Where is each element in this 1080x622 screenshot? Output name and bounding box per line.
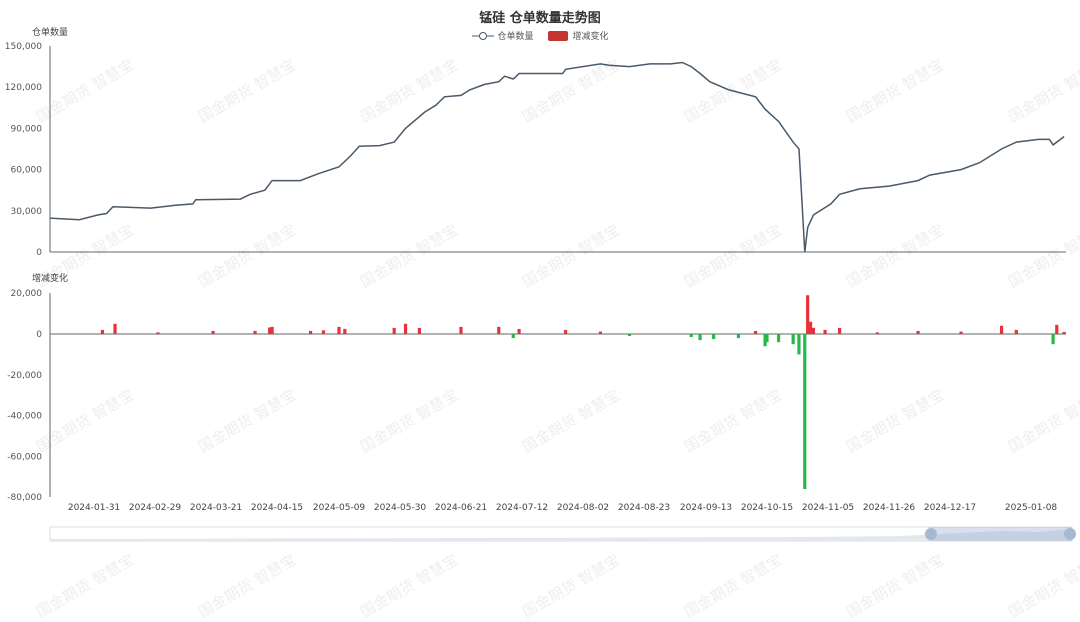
watermark: 国金期货 智慧宝 bbox=[195, 550, 300, 622]
x-tick-label: 2024-03-21 bbox=[190, 503, 242, 513]
bar bbox=[321, 330, 326, 334]
y-tick-label: 20,000 bbox=[11, 289, 43, 299]
bar bbox=[563, 329, 568, 334]
bar bbox=[497, 326, 501, 334]
bar bbox=[765, 334, 769, 343]
y-tick-label: 60,000 bbox=[11, 166, 43, 176]
bar bbox=[113, 323, 117, 334]
y-tick-label: 90,000 bbox=[11, 124, 43, 134]
bar bbox=[308, 330, 313, 334]
bar bbox=[392, 327, 396, 334]
bar bbox=[803, 334, 807, 490]
bar bbox=[959, 331, 963, 334]
y-tick-label: -40,000 bbox=[7, 412, 42, 422]
bar bbox=[511, 334, 515, 339]
bar bbox=[211, 330, 215, 334]
watermark: 国金期货 智慧宝 bbox=[1005, 550, 1080, 622]
bar bbox=[403, 323, 408, 334]
watermark: 国金期货 智慧宝 bbox=[519, 550, 624, 622]
y-tick-label: -80,000 bbox=[7, 493, 42, 503]
bar bbox=[999, 325, 1004, 334]
watermark: 国金期货 智慧宝 bbox=[843, 550, 948, 622]
bar bbox=[337, 326, 341, 334]
bar bbox=[156, 332, 160, 334]
x-tick-label: 2024-12-17 bbox=[924, 503, 976, 513]
x-tick-label: 2024-07-12 bbox=[496, 503, 548, 513]
legend: 仓单数量 增减变化 bbox=[0, 29, 1080, 44]
legend-item-bar[interactable]: 增减变化 bbox=[548, 29, 608, 42]
bar bbox=[791, 334, 795, 345]
legend-label: 仓单数量 bbox=[497, 32, 534, 42]
y-tick-label: 150,000 bbox=[5, 42, 42, 52]
x-tick-label: 2024-06-21 bbox=[435, 503, 487, 513]
chart-canvas: 0 30,000 60,000 90,000 120,000 150,000 仓单数量 -80… bbox=[5, 26, 1076, 542]
y-axis-title: 增减变化 bbox=[32, 272, 68, 284]
bar bbox=[1062, 331, 1066, 334]
y-tick-label: -60,000 bbox=[7, 452, 42, 462]
bar bbox=[689, 334, 693, 338]
x-tick-label: 2024-11-05 bbox=[802, 503, 854, 513]
legend-label: 增减变化 bbox=[572, 32, 609, 42]
y-tick-label: -20,000 bbox=[7, 371, 42, 381]
bar bbox=[517, 328, 521, 334]
bar bbox=[1051, 334, 1055, 345]
x-tick-label: 2025-01-08 bbox=[1005, 503, 1058, 513]
x-tick-label: 2024-01-31 bbox=[68, 503, 120, 513]
datazoom-preview bbox=[50, 529, 1072, 541]
y-tick-label: 0 bbox=[36, 248, 42, 258]
x-tick-label: 2024-10-15 bbox=[741, 503, 793, 513]
bar bbox=[763, 334, 767, 347]
bar bbox=[838, 327, 842, 334]
bar bbox=[777, 334, 781, 343]
watermark: 国金期货 智慧宝 bbox=[357, 550, 462, 622]
bar bbox=[1055, 324, 1059, 334]
y-tick-label: 30,000 bbox=[11, 207, 43, 217]
bar bbox=[270, 326, 274, 334]
x-tick-label: 2024-02-29 bbox=[129, 503, 182, 513]
x-tick-label: 2024-11-26 bbox=[863, 503, 916, 513]
bar bbox=[698, 334, 702, 341]
line-legend-icon bbox=[471, 31, 494, 40]
datazoom-selection[interactable] bbox=[928, 527, 1072, 541]
legend-item-line[interactable]: 仓单数量 bbox=[471, 29, 534, 42]
bar bbox=[753, 330, 758, 334]
x-tick-label: 2024-08-23 bbox=[618, 503, 670, 513]
bar bbox=[808, 321, 813, 334]
x-tick-label: 2024-09-13 bbox=[680, 503, 732, 513]
bar bbox=[459, 326, 463, 334]
bar bbox=[417, 327, 422, 334]
bar bbox=[916, 330, 920, 334]
series-line bbox=[49, 61, 1065, 253]
bar bbox=[823, 329, 827, 334]
bar bbox=[627, 334, 632, 337]
x-tick-label: 2024-04-15 bbox=[251, 503, 303, 513]
y-tick-label: 0 bbox=[36, 330, 42, 340]
bar bbox=[343, 328, 347, 334]
watermark: 国金期货 智慧宝 bbox=[33, 550, 138, 622]
datazoom-handle[interactable] bbox=[924, 528, 937, 540]
bar bbox=[268, 327, 272, 334]
bar bbox=[598, 331, 603, 334]
bar bbox=[811, 327, 816, 334]
bar bbox=[253, 330, 257, 334]
bar bbox=[797, 334, 801, 355]
bar-legend-icon bbox=[548, 30, 569, 41]
y-axis-title: 仓单数量 bbox=[32, 26, 68, 38]
datazoom-handle[interactable] bbox=[1064, 528, 1076, 540]
bar bbox=[712, 334, 716, 340]
bar bbox=[736, 334, 741, 339]
x-tick-label: 2024-08-02 bbox=[557, 503, 609, 513]
chart-title: 锰硅 仓单数量走势图 bbox=[479, 11, 601, 26]
x-tick-label: 2024-05-30 bbox=[374, 503, 427, 513]
watermark: 国金期货 智慧宝 bbox=[681, 550, 786, 622]
y-tick-label: 120,000 bbox=[5, 83, 42, 93]
bar bbox=[100, 329, 105, 334]
bar bbox=[806, 295, 810, 334]
x-tick-label: 2024-05-09 bbox=[313, 503, 366, 513]
bar bbox=[875, 332, 879, 334]
bar bbox=[1014, 329, 1018, 334]
